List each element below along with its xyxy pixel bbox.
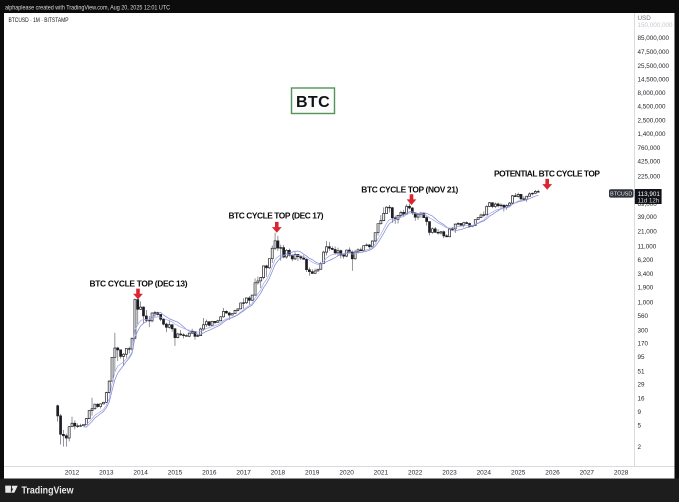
- svg-text:300: 300: [638, 327, 649, 334]
- svg-text:2021: 2021: [374, 469, 389, 476]
- svg-text:BTC: BTC: [296, 94, 330, 111]
- svg-text:25,500,000: 25,500,000: [638, 63, 670, 70]
- svg-text:21,000: 21,000: [638, 229, 658, 236]
- svg-text:16: 16: [638, 396, 646, 403]
- svg-text:2026: 2026: [545, 469, 560, 476]
- svg-text:11d 12h: 11d 12h: [638, 198, 660, 205]
- svg-text:425,000: 425,000: [638, 159, 661, 166]
- svg-text:51: 51: [638, 369, 646, 376]
- svg-text:2020: 2020: [339, 469, 354, 476]
- svg-text:2027: 2027: [580, 469, 595, 476]
- svg-text:113,901: 113,901: [638, 191, 661, 198]
- svg-text:39,000: 39,000: [638, 214, 658, 221]
- svg-text:2022: 2022: [408, 469, 423, 476]
- svg-text:225,000: 225,000: [638, 173, 661, 180]
- svg-text:BTC CYCLE TOP (DEC 17): BTC CYCLE TOP (DEC 17): [229, 211, 324, 221]
- svg-text:2013: 2013: [99, 469, 114, 476]
- svg-text:POTENTIAL BTC CYCLE TOP: POTENTIAL BTC CYCLE TOP: [494, 169, 600, 179]
- svg-text:760,000: 760,000: [638, 145, 661, 152]
- svg-text:2023: 2023: [442, 469, 457, 476]
- svg-text:TradingView: TradingView: [22, 486, 74, 497]
- svg-text:9: 9: [638, 409, 642, 416]
- svg-text:150,000,000: 150,000,000: [638, 22, 674, 29]
- svg-text:2012: 2012: [65, 469, 80, 476]
- svg-text:alphaplease created with Tradi: alphaplease created with TradingView.com…: [5, 4, 170, 11]
- svg-text:1,400,000: 1,400,000: [638, 131, 667, 138]
- svg-text:2: 2: [638, 444, 642, 451]
- svg-text:BTC CYCLE TOP (NOV 21): BTC CYCLE TOP (NOV 21): [361, 184, 458, 194]
- svg-text:USD: USD: [638, 15, 652, 22]
- svg-text:2015: 2015: [168, 469, 183, 476]
- svg-text:69,000: 69,000: [638, 201, 658, 208]
- svg-text:2024: 2024: [477, 469, 492, 476]
- svg-text:2014: 2014: [133, 469, 148, 476]
- svg-text:2,500,000: 2,500,000: [638, 117, 667, 124]
- svg-text:95: 95: [638, 354, 646, 361]
- svg-text:11,000: 11,000: [638, 244, 657, 251]
- svg-text:BTCUSD · 1M · BITSTAMP: BTCUSD · 1M · BITSTAMP: [9, 17, 69, 24]
- svg-text:6,200: 6,200: [638, 257, 654, 264]
- svg-text:BTC CYCLE TOP (DEC 13): BTC CYCLE TOP (DEC 13): [90, 279, 188, 289]
- svg-text:3,400: 3,400: [638, 271, 654, 278]
- svg-text:1,900: 1,900: [638, 284, 654, 291]
- svg-text:2017: 2017: [236, 469, 251, 476]
- svg-text:2016: 2016: [202, 469, 217, 476]
- svg-text:29: 29: [638, 382, 646, 389]
- svg-text:14,500,000: 14,500,000: [638, 76, 670, 83]
- svg-text:BTCUSD: BTCUSD: [610, 191, 632, 197]
- svg-text:2028: 2028: [614, 469, 629, 476]
- svg-text:2018: 2018: [271, 469, 286, 476]
- svg-text:8,000,000: 8,000,000: [638, 90, 667, 97]
- svg-text:47,500,000: 47,500,000: [638, 49, 670, 56]
- svg-text:5: 5: [638, 423, 642, 430]
- svg-text:2025: 2025: [511, 469, 526, 476]
- svg-text:4,500,000: 4,500,000: [638, 104, 667, 111]
- svg-text:85,000,000: 85,000,000: [638, 35, 670, 42]
- svg-text:2019: 2019: [305, 469, 320, 476]
- svg-text:560: 560: [638, 313, 649, 320]
- svg-text:1,000: 1,000: [638, 299, 654, 306]
- svg-text:170: 170: [638, 341, 649, 348]
